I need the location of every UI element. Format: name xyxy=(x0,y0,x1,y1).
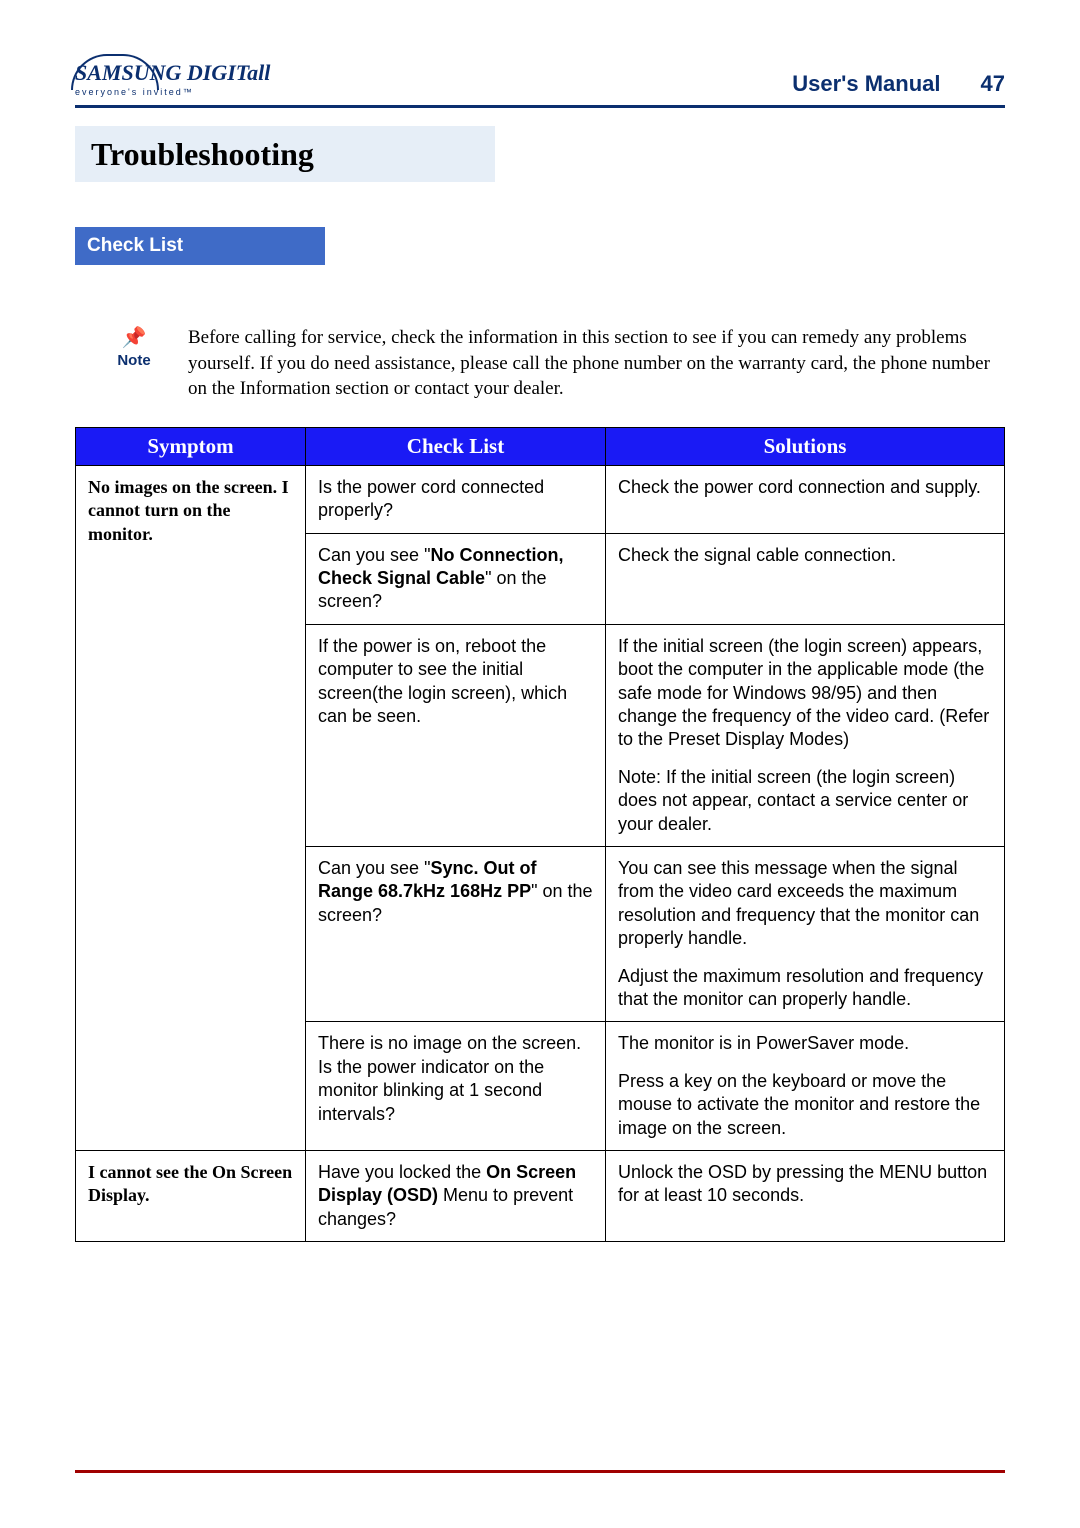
check-cell: Is the power cord connected properly? xyxy=(306,465,606,533)
section-title: Troubleshooting xyxy=(91,136,314,173)
check-cell: Can you see "Sync. Out of Range 68.7kHz … xyxy=(306,847,606,1022)
solution-cell: Check the signal cable connection. xyxy=(606,533,1005,624)
page-header: SAMSUNG DIGITall everyone's invited™ Use… xyxy=(75,60,1005,97)
check-cell: Can you see "No Connection, Check Signal… xyxy=(306,533,606,624)
pin-icon: 📌 xyxy=(122,325,147,350)
col-header-symptom: Symptom xyxy=(76,427,306,465)
symptom-cell: No images on the screen. I cannot turn o… xyxy=(76,465,306,1150)
check-text-prefix: Have you locked the xyxy=(318,1162,486,1182)
check-cell: If the power is on, reboot the computer … xyxy=(306,624,606,846)
table-row: I cannot see the On Screen Display. Have… xyxy=(76,1150,1005,1241)
solution-text: The monitor is in PowerSaver mode. xyxy=(618,1032,992,1055)
check-cell: There is no image on the screen. Is the … xyxy=(306,1022,606,1151)
note-row: 📌 Note Before calling for service, check… xyxy=(75,325,1005,402)
subsection-tab: Check List xyxy=(75,227,325,265)
section-title-band: Troubleshooting xyxy=(75,126,1005,182)
brand-logo: SAMSUNG DIGITall everyone's invited™ xyxy=(75,60,270,97)
solution-cell: Unlock the OSD by pressing the MENU butt… xyxy=(606,1150,1005,1241)
note-icon: 📌 Note xyxy=(110,325,158,402)
solution-cell: If the initial screen (the login screen)… xyxy=(606,624,1005,846)
check-text-prefix: Can you see " xyxy=(318,545,430,565)
solution-cell: The monitor is in PowerSaver mode. Press… xyxy=(606,1022,1005,1151)
note-text: Before calling for service, check the in… xyxy=(188,325,1005,402)
note-label: Note xyxy=(117,352,150,369)
solution-text: Adjust the maximum resolution and freque… xyxy=(618,965,992,1012)
section-title-cell: Troubleshooting xyxy=(75,126,495,182)
footer-rule xyxy=(75,1470,1005,1473)
page-root: SAMSUNG DIGITall everyone's invited™ Use… xyxy=(0,0,1080,1282)
solution-text: Unlock the OSD by pressing the MENU butt… xyxy=(618,1161,992,1208)
solution-text: Press a key on the keyboard or move the … xyxy=(618,1070,992,1140)
check-text: There is no image on the screen. Is the … xyxy=(318,1033,581,1123)
table-header-row: Symptom Check List Solutions xyxy=(76,427,1005,465)
page-number: 47 xyxy=(981,71,1005,97)
subsection-band: Check List xyxy=(75,227,1005,265)
manual-label: User's Manual xyxy=(792,71,940,97)
solution-cell: You can see this message when the signal… xyxy=(606,847,1005,1022)
col-header-check: Check List xyxy=(306,427,606,465)
solution-text: You can see this message when the signal… xyxy=(618,857,992,951)
section-title-spacer xyxy=(495,126,1005,182)
solution-cell: Check the power cord connection and supp… xyxy=(606,465,1005,533)
table-row: No images on the screen. I cannot turn o… xyxy=(76,465,1005,533)
header-rule xyxy=(75,105,1005,108)
col-header-solutions: Solutions xyxy=(606,427,1005,465)
solution-text: If the initial screen (the login screen)… xyxy=(618,635,992,752)
brand-logo-main: SAMSUNG DIGITall xyxy=(75,60,270,86)
solution-text: Check the power cord connection and supp… xyxy=(618,476,992,499)
check-cell: Have you locked the On Screen Display (O… xyxy=(306,1150,606,1241)
check-text-prefix: Can you see " xyxy=(318,858,430,878)
troubleshoot-table: Symptom Check List Solutions No images o… xyxy=(75,427,1005,1242)
solution-text: Note: If the initial screen (the login s… xyxy=(618,766,992,836)
symptom-cell: I cannot see the On Screen Display. xyxy=(76,1150,306,1241)
check-text: Is the power cord connected properly? xyxy=(318,477,544,520)
solution-text: Check the signal cable connection. xyxy=(618,544,992,567)
subsection-title: Check List xyxy=(87,235,183,256)
check-text: If the power is on, reboot the computer … xyxy=(318,636,567,726)
manual-title-block: User's Manual 47 xyxy=(792,71,1005,97)
